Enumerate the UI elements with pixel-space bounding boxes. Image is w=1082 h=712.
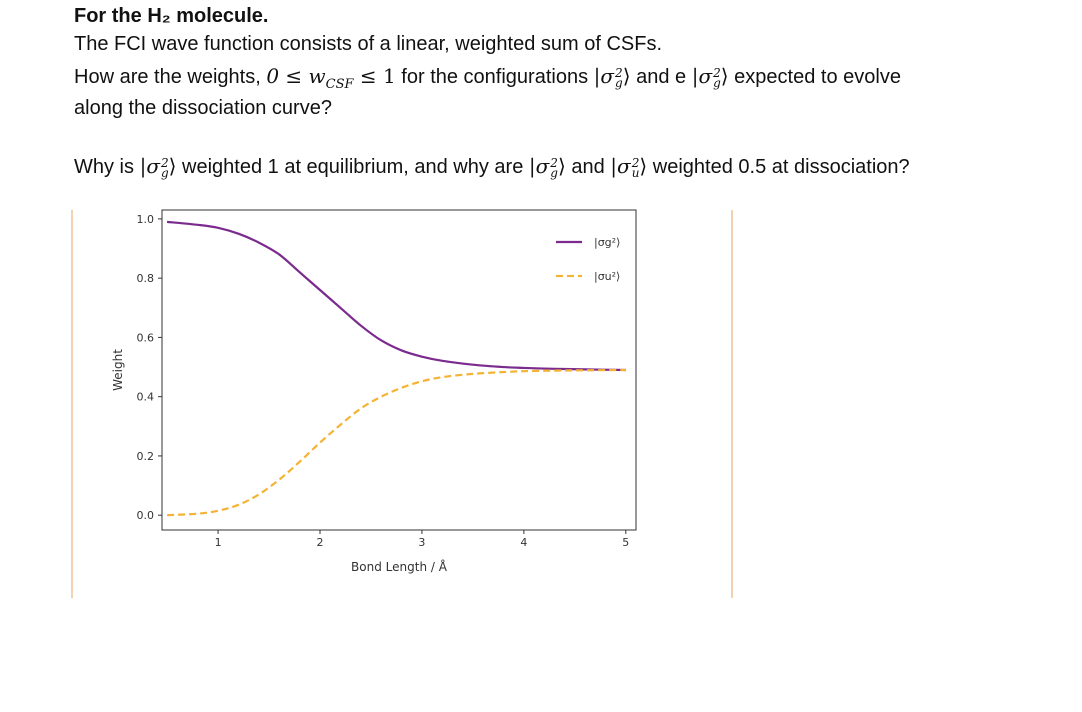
- question-line-3: along the dissociation curve?: [74, 97, 332, 119]
- x-tick-label: 5: [622, 536, 629, 549]
- question-heading: For the H₂ molecule.: [74, 5, 269, 27]
- legend-label-sigma-u: |σu²⟩: [594, 270, 620, 283]
- x-axis-label: Bond Length / Å: [351, 559, 448, 574]
- question-line-2-a: How are the weights,: [74, 66, 267, 88]
- ket-sigma-u: |σ 2 u ⟩: [610, 154, 648, 180]
- question-line-4-c: and: [565, 156, 611, 178]
- question-line-4-a: Why is: [74, 156, 140, 178]
- y-tick-label: 0.6: [137, 331, 155, 344]
- left-border-line: [71, 210, 73, 598]
- series-line-sigma-u: [167, 368, 626, 517]
- y-tick-label: 0.2: [137, 450, 155, 463]
- question-line-2: How are the weights, 0 ≤ wCSF ≤ 1 for th…: [74, 64, 901, 97]
- series-line-sigma-g: [166, 220, 626, 372]
- x-tick-label: 1: [215, 536, 222, 549]
- question-line-4-b: weighted 1 at equilibrium, and why are: [176, 156, 529, 178]
- question-line-4-d: weighted 0.5 at dissociation?: [647, 156, 910, 178]
- y-tick-label: 1.0: [137, 213, 155, 226]
- question-line-1: The FCI wave function consists of a line…: [74, 33, 663, 55]
- weight-range-math: 0 ≤ wCSF ≤ 1: [266, 64, 396, 92]
- question-line-2-c: and e: [630, 66, 692, 88]
- x-tick-label: 3: [418, 536, 425, 549]
- y-tick-label: 0.4: [137, 391, 155, 404]
- question-line-4: Why is |σ 2 g ⟩ weighted 1 at equilibrium, …: [74, 154, 910, 179]
- y-tick-label: 0.8: [137, 272, 155, 285]
- question-line-2-b: for the configurations: [395, 66, 594, 88]
- ket-sigma-g: |σ 2 g ⟩: [593, 64, 631, 90]
- question-line-2-d: expected to evolve: [728, 66, 901, 88]
- ket-sigma-g-3: |σ 2 g ⟩: [139, 154, 177, 180]
- y-tick-label: 0.0: [137, 509, 155, 522]
- x-tick-label: 2: [317, 536, 324, 549]
- y-axis-label: Weight: [111, 349, 125, 391]
- ket-sigma-g-4: |σ 2 g ⟩: [528, 154, 566, 180]
- x-tick-label: 4: [520, 536, 527, 549]
- plot-frame: [161, 209, 637, 531]
- right-border-line: [731, 210, 733, 598]
- ket-sigma-g-2: |σ 2 g ⟩: [691, 64, 729, 90]
- legend-label-sigma-g: |σg²⟩: [594, 236, 620, 249]
